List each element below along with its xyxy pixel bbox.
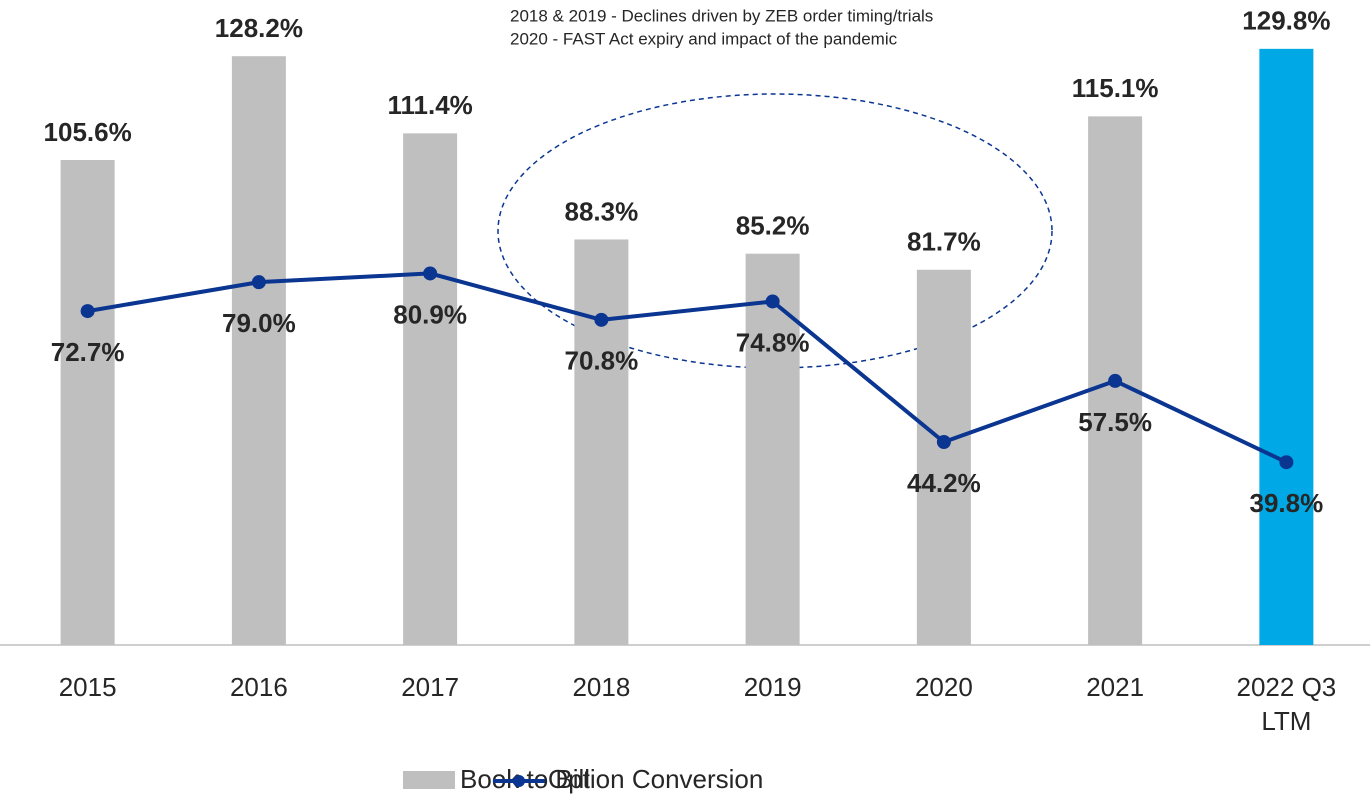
data-label: 79.0% [222,308,296,338]
line-marker [1279,455,1294,470]
x-tick-label: 2017 [401,672,460,702]
x-tick-label: 2015 [58,672,117,702]
bar [574,239,629,645]
line-marker [80,304,95,319]
legend-swatch [403,771,455,789]
x-tick-label: 2022 Q3 LTM [1236,672,1337,736]
line-marker [765,294,780,309]
bar [60,159,115,645]
line-marker [594,312,609,327]
data-label: 39.8% [1250,488,1324,518]
legend-label: Book to Bill [460,764,590,794]
data-label: 57.5% [1078,407,1152,437]
annotation: 2020 - FAST Act expiry and impact of the… [510,29,898,48]
bar [745,253,800,645]
line-marker [936,434,951,449]
data-label: 85.2% [736,211,810,241]
x-tick-label: 2019 [743,672,802,702]
x-tick-label: 2020 [914,672,973,702]
data-label: 81.7% [907,227,981,257]
x-tick-label: 2021 [1086,672,1145,702]
data-label: 70.8% [565,346,639,376]
x-tick-label: 2018 [572,672,631,702]
data-label: 80.9% [393,299,467,329]
data-label: 105.6% [44,117,132,147]
annotation: 2018 & 2019 - Declines driven by ZEB ord… [510,6,933,25]
data-label: 115.1% [1072,73,1159,103]
line-marker [423,266,438,281]
x-tick-label: 2016 [229,672,288,702]
bar [1259,48,1314,645]
legend-label: Option Conversion [548,764,763,794]
line [87,271,1288,465]
bar [403,133,458,645]
data-label: 74.8% [736,327,810,357]
bar [231,56,286,645]
data-label: 88.3% [565,196,639,226]
bar [916,269,971,645]
data-label: 129.8% [1242,6,1330,36]
data-label: 44.2% [907,468,981,498]
data-label: 128.2% [215,13,303,43]
line-marker [251,275,266,290]
data-label: 72.7% [51,337,125,367]
line-marker [1108,373,1123,388]
legend-marker [513,775,525,787]
data-label: 111.4% [387,90,472,120]
